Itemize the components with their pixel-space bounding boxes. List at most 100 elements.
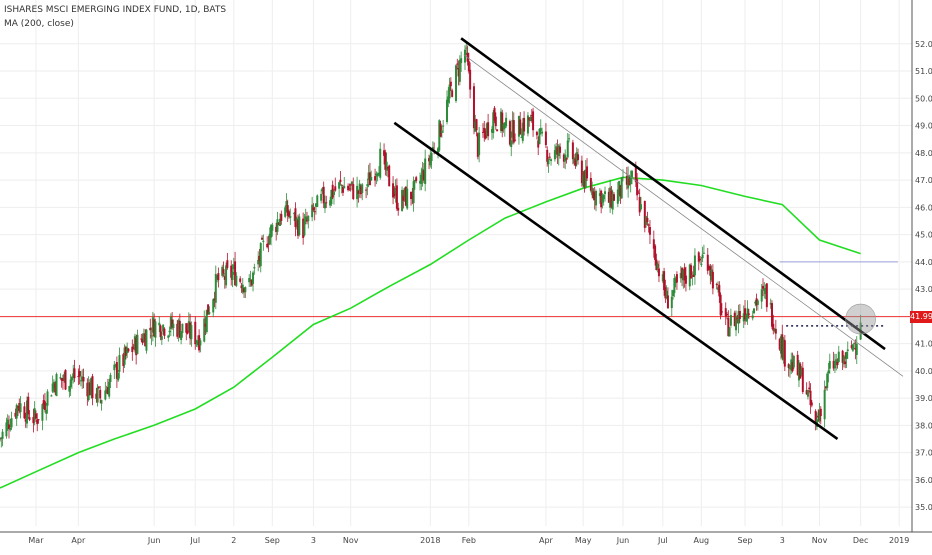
candle-body bbox=[824, 386, 827, 389]
candle-body bbox=[204, 323, 207, 327]
candle-body bbox=[419, 181, 422, 184]
candle-body bbox=[625, 176, 628, 185]
candle-body bbox=[142, 333, 145, 342]
candle-body bbox=[456, 63, 459, 65]
candle-body bbox=[78, 371, 81, 377]
x-tick-label: 2018 bbox=[420, 536, 440, 545]
candle-body bbox=[787, 364, 790, 368]
candle-body bbox=[248, 278, 251, 283]
candle-body bbox=[379, 148, 382, 178]
candle-body bbox=[655, 259, 658, 270]
candle-body bbox=[688, 264, 691, 287]
candle-body bbox=[261, 237, 264, 240]
candle-body bbox=[700, 263, 703, 266]
candle-body bbox=[765, 283, 768, 308]
candle-body bbox=[153, 319, 156, 337]
candle-body bbox=[43, 401, 46, 411]
candle-body bbox=[832, 360, 835, 369]
candle-body bbox=[828, 361, 831, 369]
candle-body bbox=[602, 195, 605, 200]
candle-body bbox=[386, 166, 389, 169]
candle-body bbox=[580, 160, 583, 184]
candle-body bbox=[150, 335, 153, 337]
candle-body bbox=[754, 301, 757, 304]
candle-body bbox=[467, 61, 470, 72]
candle-body bbox=[313, 211, 316, 213]
candle-body bbox=[675, 274, 678, 283]
candle-body bbox=[792, 355, 795, 368]
x-tick-label: 2 bbox=[231, 536, 236, 545]
y-tick-label: 41.00 bbox=[915, 340, 932, 349]
candle-body bbox=[286, 205, 289, 216]
candle-body bbox=[208, 312, 211, 314]
candle-body bbox=[268, 233, 271, 245]
candle-body bbox=[234, 261, 237, 286]
candle-body bbox=[289, 216, 292, 218]
candle-body bbox=[185, 323, 188, 333]
candle-body bbox=[186, 330, 189, 334]
candle-body bbox=[555, 146, 558, 155]
candle-body bbox=[151, 317, 154, 333]
candle-body bbox=[91, 376, 94, 399]
y-tick-label: 45.00 bbox=[915, 231, 932, 240]
candle-body bbox=[692, 274, 695, 277]
candle-body bbox=[508, 121, 511, 145]
candle-body bbox=[850, 345, 853, 348]
candle-body bbox=[262, 240, 265, 243]
candle-body bbox=[511, 119, 514, 138]
candle-body bbox=[782, 339, 785, 360]
candle-body bbox=[510, 140, 513, 148]
candle-body bbox=[573, 157, 576, 164]
candle-body bbox=[397, 207, 400, 211]
candle-body bbox=[140, 338, 143, 340]
candle-body bbox=[485, 123, 488, 136]
x-tick-label: May bbox=[575, 536, 592, 545]
candle-body bbox=[331, 184, 334, 198]
candle-body bbox=[553, 150, 556, 160]
candle-body bbox=[180, 331, 183, 341]
candle-body bbox=[783, 340, 786, 367]
candle-body bbox=[817, 415, 820, 418]
candle-body bbox=[490, 129, 493, 133]
candle-body bbox=[37, 419, 40, 421]
candle-body bbox=[439, 123, 442, 137]
candle-body bbox=[600, 190, 603, 208]
candle-body bbox=[280, 213, 283, 221]
candle-body bbox=[575, 152, 578, 161]
y-tick-label: 35.00 bbox=[915, 503, 932, 512]
grid bbox=[0, 0, 912, 526]
candle-body bbox=[117, 373, 120, 381]
candle-body bbox=[52, 381, 55, 389]
candle-body bbox=[330, 189, 333, 205]
candle-body bbox=[276, 219, 279, 232]
candle-body bbox=[746, 308, 749, 319]
candle-body bbox=[584, 169, 587, 188]
candle-body bbox=[158, 322, 161, 326]
candle-body bbox=[222, 269, 225, 274]
candle-body bbox=[314, 203, 317, 207]
candle-body bbox=[359, 186, 362, 195]
candle-body bbox=[388, 165, 391, 187]
y-tick-label: 36.00 bbox=[915, 476, 932, 485]
candle-body bbox=[648, 226, 651, 235]
candle-body bbox=[851, 344, 854, 351]
candle-body bbox=[122, 354, 125, 366]
candle-body bbox=[449, 81, 452, 87]
candle-body bbox=[7, 424, 10, 430]
candle-body bbox=[693, 255, 696, 276]
candle-body bbox=[285, 200, 288, 212]
candle-body bbox=[127, 348, 130, 352]
candle-body bbox=[681, 268, 684, 278]
candle-body bbox=[502, 123, 505, 130]
candle-body bbox=[571, 142, 574, 160]
candle-body bbox=[484, 130, 487, 139]
candle-body bbox=[36, 419, 39, 425]
candle-body bbox=[702, 252, 705, 254]
candle-body bbox=[556, 147, 559, 155]
candle-body bbox=[402, 195, 405, 201]
candle-body bbox=[189, 322, 192, 339]
candle-body bbox=[438, 120, 441, 151]
candle-body bbox=[612, 194, 615, 201]
